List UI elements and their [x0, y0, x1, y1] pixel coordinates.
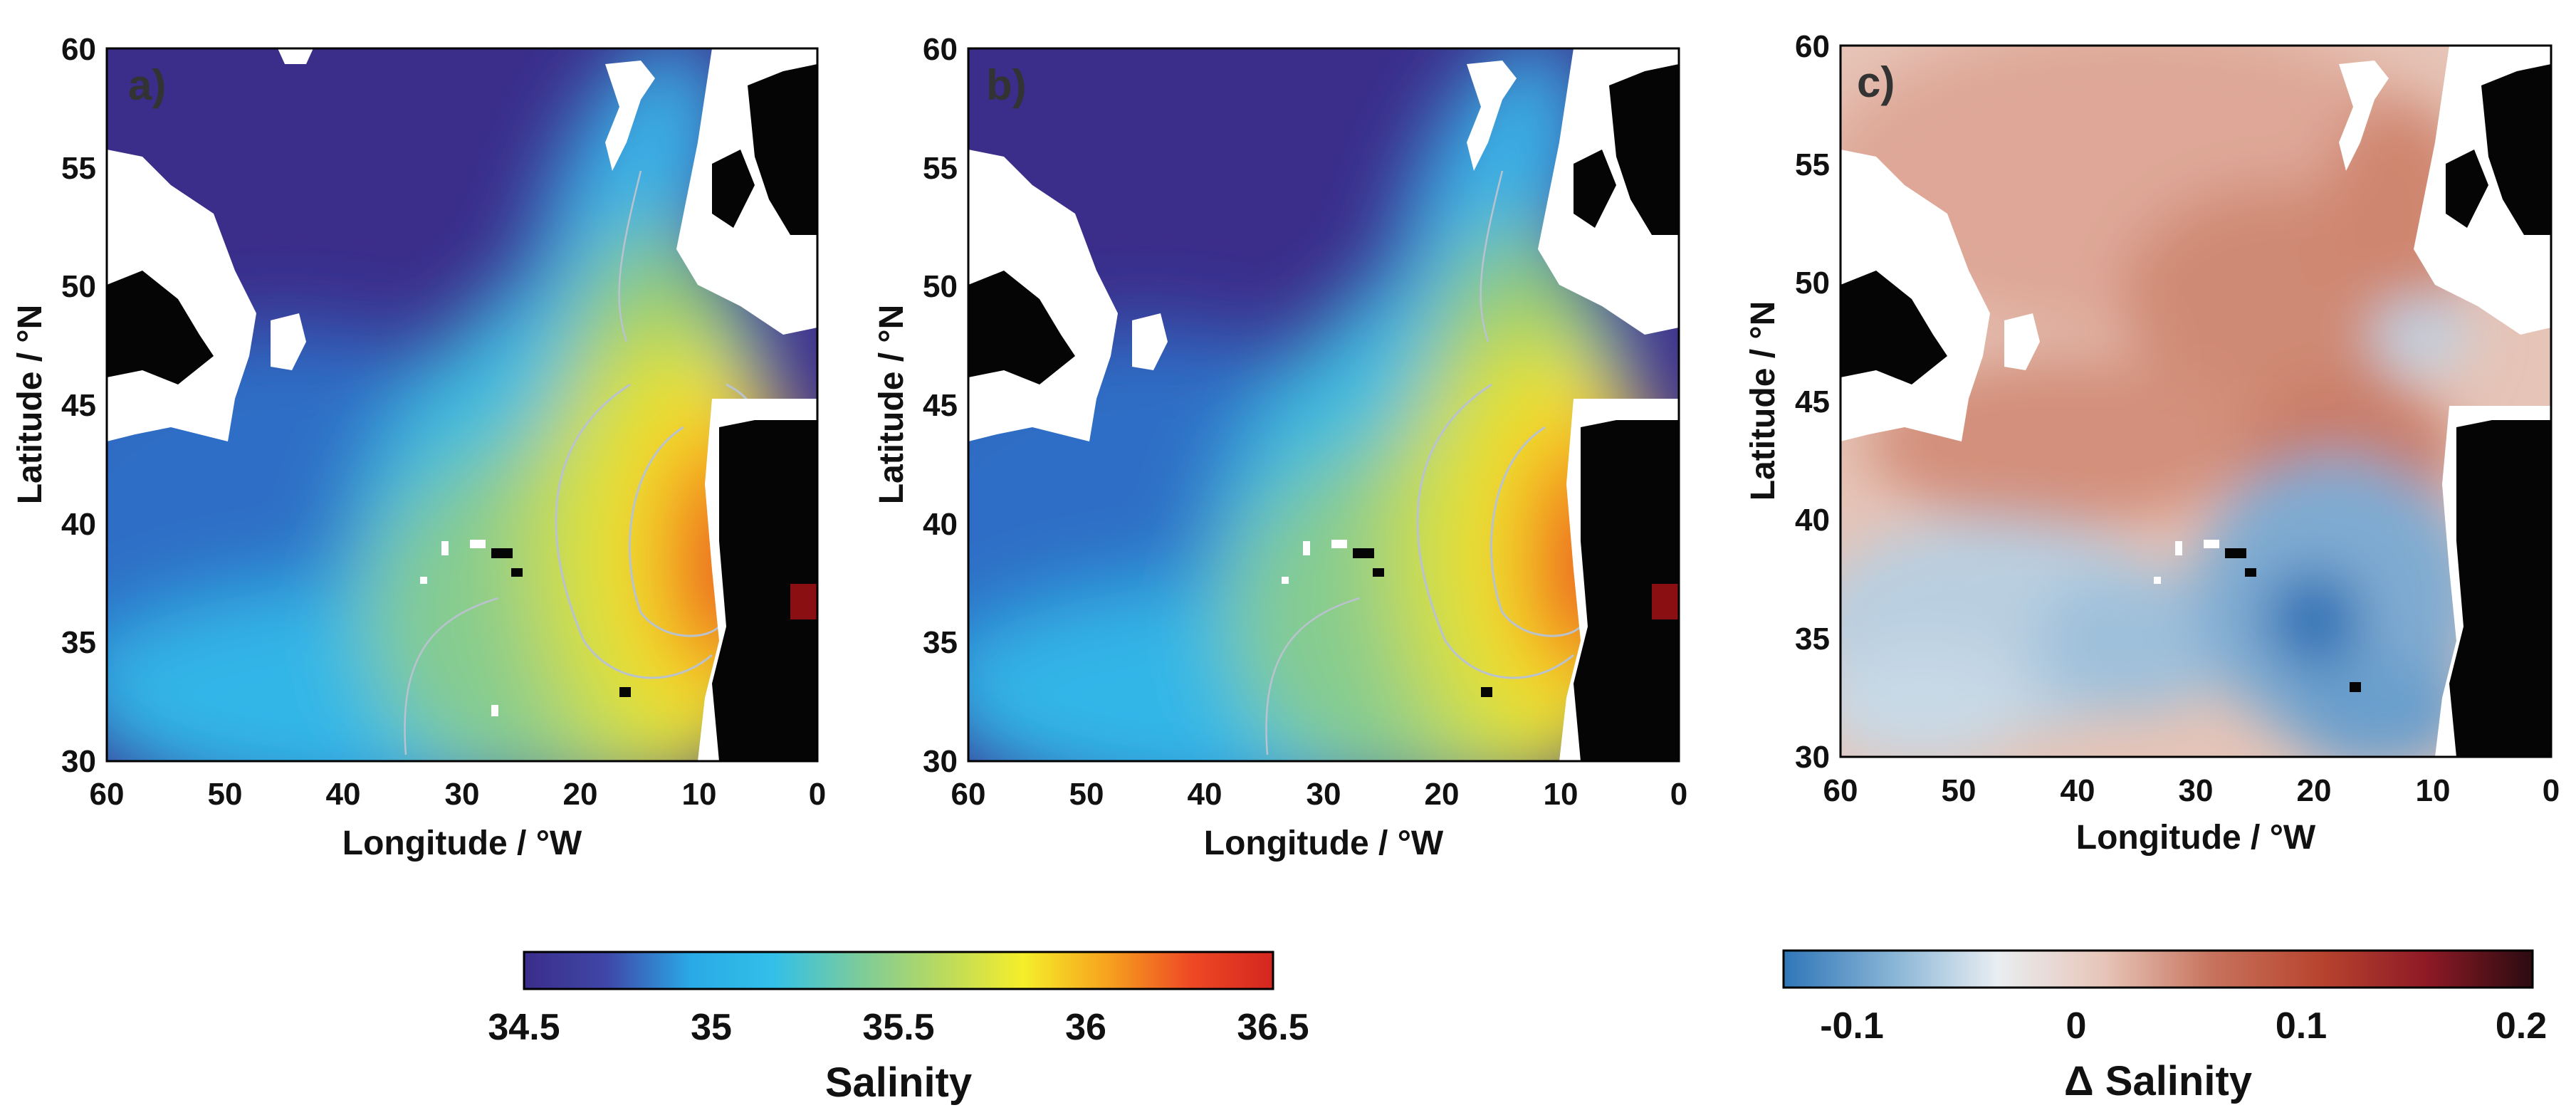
colorbar-salinity-title: Salinity: [825, 1059, 972, 1106]
colorbar-delta-tick-0: 0: [2066, 1005, 2087, 1047]
panel-c: c) 60 50 40 30 20 10 0 30 35 40 45 50 55…: [1744, 29, 2560, 857]
colorbar-delta-tick-0-2: 0.2: [2496, 1005, 2547, 1047]
x-tick-30-b: 30: [1307, 777, 1341, 812]
y-tick-45-c: 45: [1795, 384, 1830, 419]
colorbar-delta-title: Δ Salinity: [2064, 1058, 2252, 1104]
x-tick-20-b: 20: [1425, 777, 1460, 812]
y-tick-50-a: 50: [61, 269, 96, 304]
colorbar-delta-salinity: -0.1 0 0.1 0.2 Δ Salinity: [1782, 949, 2547, 1104]
salinity-map-b: [968, 48, 1679, 761]
x-tick-0-c: 0: [2543, 773, 2560, 808]
x-tick-60-b: 60: [951, 777, 986, 812]
x-tick-40-c: 40: [2061, 773, 2095, 808]
colorbar-salinity-tick-34-5: 34.5: [488, 1007, 560, 1048]
y-tick-55-b: 55: [923, 151, 958, 186]
panel-label-b: b): [986, 61, 1027, 109]
y-tick-labels-a: 30 35 40 45 50 55 60: [61, 32, 96, 779]
colorbar-salinity-bar: [523, 951, 1274, 990]
x-tick-40-b: 40: [1188, 777, 1222, 812]
y-tick-60-c: 60: [1795, 29, 1830, 64]
x-tick-50-a: 50: [208, 777, 243, 812]
x-tick-10-a: 10: [682, 777, 717, 812]
y-tick-60-a: 60: [61, 32, 96, 67]
x-axis-title-c: Longitude / °W: [2076, 819, 2316, 857]
panel-a: a) 60 50 40 30 20 10 0 30 35 40 45 50 55…: [11, 32, 827, 862]
y-axis-title-b: Latitude / °N: [873, 305, 911, 505]
x-tick-10-c: 10: [2416, 773, 2451, 808]
colorbar-salinity: 34.5 35 35.5 36 36.5 Salinity: [488, 951, 1309, 1106]
x-tick-labels-c: 60 50 40 30 20 10 0: [1823, 773, 2560, 808]
y-tick-30-b: 30: [923, 744, 958, 779]
plot-frame-a: [105, 47, 819, 763]
panel-b: b) 60 50 40 30 20 10 0 30 35 40 45 50 55…: [873, 32, 1688, 862]
y-tick-35-a: 35: [61, 625, 96, 660]
panel-label-a: a): [128, 61, 166, 109]
y-tick-55-a: 55: [61, 151, 96, 186]
y-axis-title-c: Latitude / °N: [1744, 301, 1782, 501]
y-tick-40-a: 40: [61, 507, 96, 542]
x-tick-40-a: 40: [326, 777, 361, 812]
x-tick-0-b: 0: [1670, 777, 1687, 812]
colorbar-salinity-tick-35: 35: [691, 1007, 732, 1048]
y-tick-55-c: 55: [1795, 147, 1830, 182]
x-tick-20-a: 20: [563, 777, 598, 812]
x-tick-labels-a: 60 50 40 30 20 10 0: [90, 777, 827, 812]
x-tick-50-b: 50: [1069, 777, 1104, 812]
colorbar-salinity-tick-36: 36: [1065, 1007, 1106, 1048]
x-tick-30-c: 30: [2179, 773, 2214, 808]
y-tick-40-b: 40: [923, 507, 958, 542]
y-tick-labels-b: 30 35 40 45 50 55 60: [923, 32, 958, 779]
plot-frame-b: [967, 47, 1680, 763]
x-axis-title-b: Longitude / °W: [1204, 825, 1444, 862]
x-tick-30-a: 30: [445, 777, 480, 812]
y-axis-title-a: Latitude / °N: [11, 305, 49, 505]
x-tick-10-b: 10: [1544, 777, 1578, 812]
colorbar-salinity-tick-35-5: 35.5: [862, 1007, 934, 1048]
panel-label-c: c): [1857, 58, 1895, 106]
colorbar-delta-bar: [1782, 949, 2534, 989]
y-tick-30-c: 30: [1795, 740, 1830, 775]
y-tick-45-b: 45: [923, 388, 958, 423]
x-tick-20-c: 20: [2297, 773, 2332, 808]
y-tick-labels-c: 30 35 40 45 50 55 60: [1795, 29, 1830, 775]
y-tick-35-c: 35: [1795, 622, 1830, 656]
y-tick-40-c: 40: [1795, 503, 1830, 538]
colorbar-salinity-tick-36-5: 36.5: [1237, 1007, 1309, 1048]
delta-salinity-map-c: [1841, 46, 2551, 757]
x-tick-60-c: 60: [1823, 773, 1858, 808]
colorbar-delta-tick-0-1: 0.1: [2276, 1005, 2327, 1047]
y-tick-30-a: 30: [61, 744, 96, 779]
x-tick-60-a: 60: [90, 777, 125, 812]
y-tick-60-b: 60: [923, 32, 958, 67]
colorbar-delta-tick-minus-0-1: -0.1: [1820, 1005, 1884, 1047]
x-tick-labels-b: 60 50 40 30 20 10 0: [951, 777, 1688, 812]
salinity-map-a: [107, 48, 817, 761]
x-tick-0-a: 0: [809, 777, 826, 812]
x-axis-title-a: Longitude / °W: [342, 825, 582, 862]
x-tick-50-c: 50: [1942, 773, 1976, 808]
plot-frame-c: [1839, 44, 2553, 758]
y-tick-50-c: 50: [1795, 266, 1830, 300]
y-tick-45-a: 45: [61, 388, 96, 423]
y-tick-50-b: 50: [923, 269, 958, 304]
y-tick-35-b: 35: [923, 625, 958, 660]
